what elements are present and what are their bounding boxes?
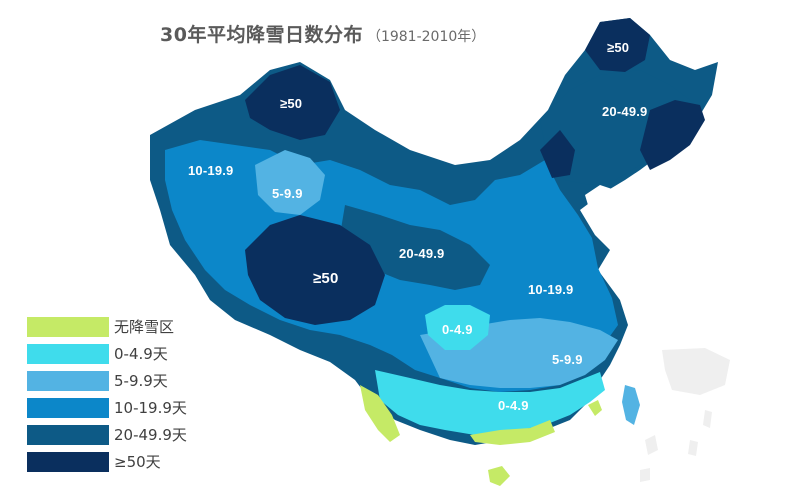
label-xinjiang-center: 5-9.9 xyxy=(272,186,303,201)
region-xj-50 xyxy=(245,65,340,140)
region-no-snow-hainan xyxy=(488,466,510,486)
label-northeast-mid: 20-49.9 xyxy=(602,104,648,119)
region-no-snow-south xyxy=(470,420,555,445)
region-sichuan-0-4-9 xyxy=(425,305,490,350)
legend-label: 10-19.9天 xyxy=(114,399,187,417)
legend-label: 无降雪区 xyxy=(114,318,175,336)
map-title: 30年平均降雪日数分布 （1981-2010年） xyxy=(160,20,485,47)
scs-dash-3 xyxy=(703,410,712,428)
region-tibet-50 xyxy=(245,215,385,325)
region-south-0-4-9 xyxy=(375,370,605,435)
label-tibet: ≥50 xyxy=(313,270,339,287)
label-northeast-top: ≥50 xyxy=(607,40,630,55)
legend-swatch xyxy=(27,398,109,418)
legend-label: 5-9.9天 xyxy=(114,372,168,390)
scs-dash-4 xyxy=(688,440,698,456)
scs-dash-1 xyxy=(645,435,658,455)
region-ne-50 xyxy=(585,18,650,72)
region-xj-5-9-9 xyxy=(255,150,325,215)
label-south: 0-4.9 xyxy=(498,398,529,413)
title-main: 30年平均降雪日数分布 xyxy=(160,24,363,46)
legend-swatch xyxy=(27,317,109,337)
scs-dash-2 xyxy=(640,468,650,482)
region-taiwan xyxy=(622,385,640,425)
legend-swatch xyxy=(27,425,109,445)
label-sichuan: 0-4.9 xyxy=(442,322,473,337)
legend-swatch xyxy=(27,452,109,472)
title-subtitle: （1981-2010年） xyxy=(366,29,486,45)
label-central: 20-49.9 xyxy=(399,246,445,261)
legend-swatch xyxy=(27,371,109,391)
label-xinjiang-west: 10-19.9 xyxy=(188,163,234,178)
legend-label: 20-49.9天 xyxy=(114,426,187,444)
legend-label: 0-4.9天 xyxy=(114,345,168,363)
region-ne-50-b xyxy=(640,100,705,170)
label-east: 10-19.9 xyxy=(528,282,574,297)
yellow-sea-notch xyxy=(612,238,632,258)
scs-islands xyxy=(662,348,730,395)
bohai-sea xyxy=(585,185,615,210)
region-no-snow xyxy=(360,385,400,442)
label-southeast: 5-9.9 xyxy=(552,352,583,367)
legend-label: ≥50天 xyxy=(114,453,161,471)
label-xinjiang-north: ≥50 xyxy=(280,96,303,111)
legend-swatch xyxy=(27,344,109,364)
region-ne-50-c xyxy=(540,130,575,178)
region-no-snow-coast xyxy=(588,400,602,416)
